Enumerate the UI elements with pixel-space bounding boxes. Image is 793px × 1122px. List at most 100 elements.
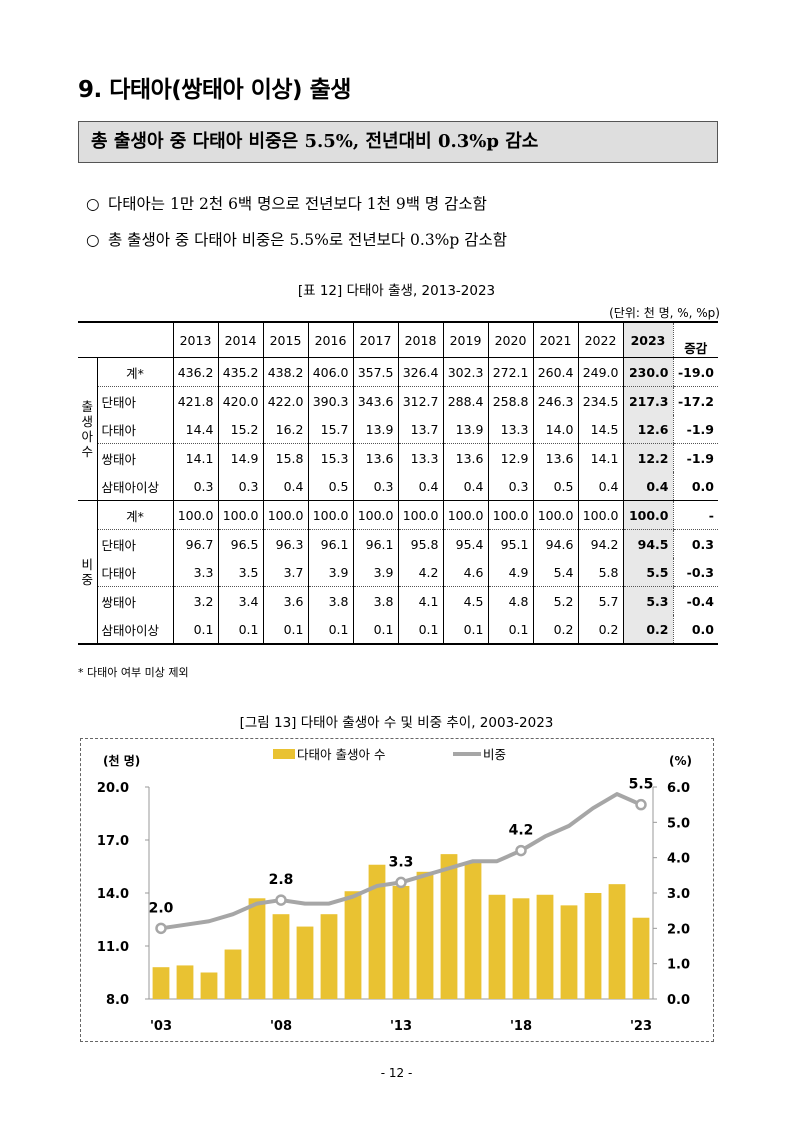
bar (632, 917, 650, 999)
row-label: 단태아 (101, 394, 137, 410)
change-header: 증감 (672, 321, 718, 358)
table-cell: 95.1 (487, 529, 533, 558)
row-label: 다태아 (97, 558, 173, 587)
page-number: - 12 - (380, 1066, 413, 1080)
table-cell: 96.3 (262, 529, 308, 558)
year-header: 2020 (487, 321, 533, 358)
table-row: 출 생 아 수 계* 436.2 435.2 438.2 406.0 357.5 326.4 302.… (78, 357, 718, 501)
change-cell: -1.9 (672, 415, 718, 444)
row-label: 단태아 (101, 537, 137, 553)
x-tick-label: '08 (270, 1019, 292, 1034)
year-header: 2014 (217, 321, 263, 358)
table-cell: 96.1 (352, 529, 398, 558)
table-cell: 230.0 (622, 357, 673, 387)
table-cell: 12.2 (622, 443, 673, 472)
table-cell: 0.5 (307, 472, 353, 501)
table-cell: 12.6 (622, 415, 673, 444)
table-row: 쌍태아 14.1 14.9 15.8 15.3 13.6 13.3 13.6 12.9 13.6 1… (78, 443, 718, 472)
table-row: 쌍태아 3.2 3.4 3.6 3.8 3.8 4.1 4.5 4.8 5.2 5.7 5.3 -0.4 (78, 586, 718, 615)
table-caption: [표 12] 다태아 출생, 2013-2023 (297, 283, 496, 299)
table-cell: 4.2 (397, 558, 443, 587)
table-cell: 12.9 (487, 443, 533, 472)
table-cell: 94.6 (532, 529, 578, 558)
table-cell: 312.7 (397, 386, 443, 415)
table-cell: 3.2 (172, 586, 218, 615)
table-cell: 357.5 (352, 357, 398, 387)
table-cell: 95.4 (442, 529, 488, 558)
right-axis-unit: (%) (669, 754, 692, 768)
table-cell: 95.8 (397, 529, 443, 558)
table-cell: 14.1 (577, 443, 623, 472)
row-label: 쌍태아 (101, 594, 137, 610)
table-row: 비 중 계* 100.0 100.0 100.0 100.0 100.0 100.0 100.0 1… (78, 500, 718, 645)
table-cell: 0.1 (442, 615, 488, 645)
table-cell: 15.2 (217, 415, 263, 444)
bar (272, 914, 290, 999)
table-cell: 0.1 (487, 615, 533, 645)
bullet-item: ○ 총 출생아 중 다태아 비중은 5.5%로 전년보다 0.3%p 감소함 (86, 228, 507, 250)
row-label: 다태아 (97, 415, 173, 444)
table-cell: 5.4 (532, 558, 578, 587)
table-cell: 5.7 (577, 586, 623, 615)
left-tick-label: 8.0 (106, 993, 129, 1008)
table-cell: 96.5 (217, 529, 263, 558)
table-cell: 3.8 (307, 586, 353, 615)
table-cell: 13.3 (397, 443, 443, 472)
row-label: 삼태아이상 (101, 479, 160, 495)
table-cell: 14.4 (172, 415, 218, 444)
table-cell: 5.3 (622, 586, 673, 615)
bullet-text: 다태아는 1만 2천 6백 명으로 전년보다 1천 9백 명 감소함 (108, 195, 487, 213)
table-cell: 438.2 (262, 357, 308, 387)
table-cell: 0.2 (622, 615, 673, 645)
line-marker (155, 922, 167, 935)
bar (560, 905, 578, 999)
bar (320, 914, 338, 999)
bar (296, 926, 314, 999)
table-row: 단태아 96.7 96.5 96.3 96.1 96.1 95.8 95.4 95.1 94.6 9… (78, 529, 718, 558)
bar (176, 965, 194, 999)
bar (416, 871, 434, 999)
bar (536, 894, 554, 999)
table-cell: 5.8 (577, 558, 623, 587)
table-cell: 0.1 (397, 615, 443, 645)
bar (392, 885, 410, 999)
table-header-row: 2013 2014 2015 2016 2017 2018 2019 2020 2021 2022… (78, 321, 718, 358)
table-cell: 390.3 (307, 386, 353, 415)
bar (248, 898, 266, 999)
table-cell: 94.5 (622, 529, 673, 558)
table-cell: 3.8 (352, 586, 398, 615)
line-marker (395, 876, 407, 889)
year-header: 2022 (577, 321, 623, 358)
table-cell: 0.1 (172, 615, 218, 645)
bar (368, 864, 386, 999)
table-cell: 14.5 (577, 415, 623, 444)
data-label: 2.0 (149, 900, 174, 916)
table-cell: 0.4 (262, 472, 308, 501)
bullet-text: 총 출생아 중 다태아 비중은 5.5%로 전년보다 0.3%p 감소함 (108, 231, 508, 249)
table-cell: 3.6 (262, 586, 308, 615)
table-cell: 100.0 (532, 500, 578, 530)
table-cell: 258.8 (487, 386, 533, 415)
row-label: 계* (97, 500, 173, 530)
table-cell: 435.2 (217, 357, 263, 387)
table-note: * 다태아 여부 미상 제외 (78, 666, 189, 679)
table-cell: 96.1 (307, 529, 353, 558)
change-cell: -0.3 (672, 558, 718, 587)
table-cell: 100.0 (307, 500, 353, 530)
x-tick-label: '13 (390, 1019, 412, 1034)
table-cell: 100.0 (577, 500, 623, 530)
table-cell: 3.3 (172, 558, 218, 587)
table-row: 다태아 14.4 15.2 16.2 15.7 13.9 13.7 13.9 13.3 14.0 1… (78, 415, 718, 444)
table-cell: 436.2 (172, 357, 218, 387)
bar (440, 854, 458, 999)
table-cell: 4.6 (442, 558, 488, 587)
year-header: 2015 (262, 321, 308, 358)
table-cell: 406.0 (307, 357, 353, 387)
line-marker (515, 844, 527, 857)
table-unit: (단위: 천 명, %, %p) (609, 306, 720, 320)
table-cell: 0.1 (262, 615, 308, 645)
table-cell: 4.8 (487, 586, 533, 615)
table-cell: 0.5 (532, 472, 578, 501)
